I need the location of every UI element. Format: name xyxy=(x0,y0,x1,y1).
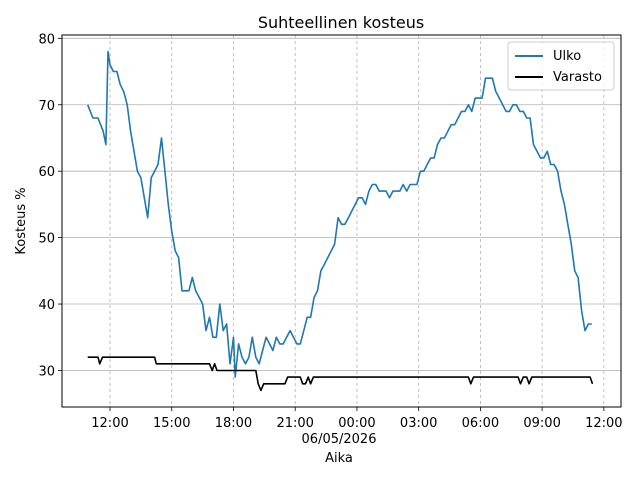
x-tick-label: 21:00 xyxy=(276,416,313,431)
x-tick-label: 00:00 xyxy=(338,416,375,431)
x-tick-label: 12:00 xyxy=(585,416,622,431)
y-tick-label: 50 xyxy=(38,232,55,247)
x-tick-label: 09:00 xyxy=(523,416,560,431)
y-tick-label: 40 xyxy=(38,298,55,313)
series-lines xyxy=(86,50,594,392)
x-axis-date-label: 06/05/2026 xyxy=(302,432,377,447)
series-line-varasto xyxy=(87,356,594,392)
y-axis-label: Kosteus % xyxy=(14,187,29,254)
x-tick-label: 03:00 xyxy=(400,416,437,431)
y-tick-label: 60 xyxy=(38,165,55,180)
legend: Ulko Varasto xyxy=(507,41,615,91)
legend-label-ulko: Ulko xyxy=(553,49,581,64)
plot-frame xyxy=(61,34,622,408)
series-line-ulko xyxy=(86,50,592,378)
chart-title: Suhteellinen kosteus xyxy=(258,13,424,32)
y-tick-label: 80 xyxy=(38,32,55,47)
y-tick-label: 30 xyxy=(38,364,55,379)
y-tick-label: 70 xyxy=(38,99,55,114)
legend-label-varasto: Varasto xyxy=(553,70,602,85)
x-tick-label: 18:00 xyxy=(215,416,252,431)
x-tick-label: 12:00 xyxy=(91,416,128,431)
x-axis-label: Aika xyxy=(325,451,353,466)
grid-lines xyxy=(62,35,621,407)
x-tick-label: 15:00 xyxy=(153,416,190,431)
x-tick-label: 06:00 xyxy=(462,416,499,431)
axis-ticks: 30 40 50 60 70 80 12:00 15:00 18:00 21:00 00:00 03:… xyxy=(38,32,622,431)
